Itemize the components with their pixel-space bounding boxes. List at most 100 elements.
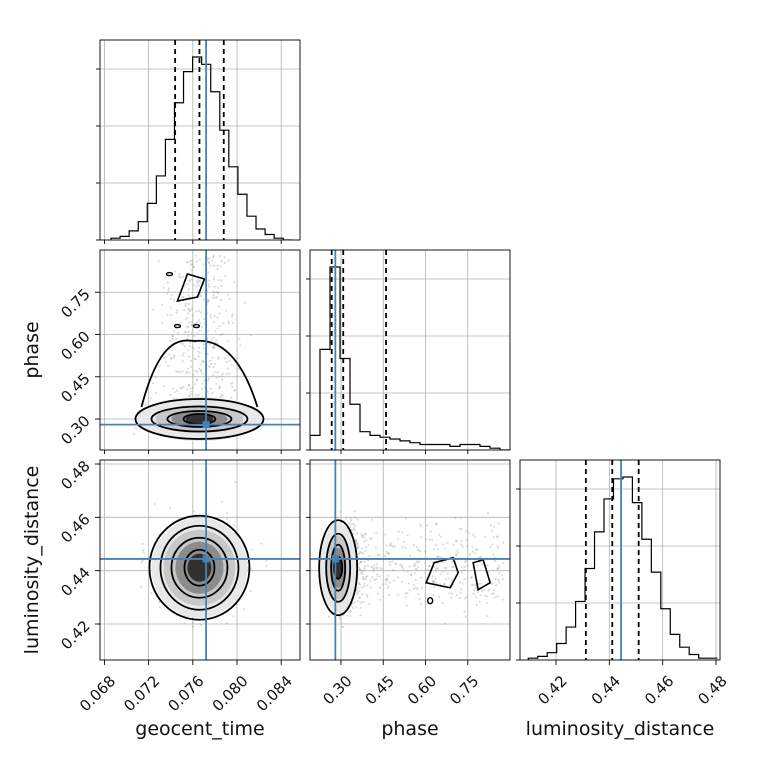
sample-point <box>455 593 458 597</box>
sample-point <box>198 258 202 261</box>
sample-point <box>480 582 483 586</box>
sample-point <box>419 525 422 528</box>
sample-point <box>365 539 368 542</box>
sample-point <box>223 261 226 264</box>
sample-point <box>158 601 161 604</box>
sample-point <box>172 298 176 301</box>
sample-point <box>144 403 147 406</box>
y-tick-label: 0.46 <box>57 510 93 546</box>
sample-point <box>465 530 468 533</box>
sample-point <box>226 367 229 370</box>
sample-point <box>490 592 494 596</box>
sample-point <box>459 516 462 520</box>
sample-point <box>213 362 216 366</box>
sample-point <box>265 559 268 563</box>
y-tick-label: 0.44 <box>57 564 93 600</box>
sample-point <box>208 365 211 368</box>
contour <box>176 273 206 303</box>
contour <box>472 558 492 591</box>
sample-point <box>486 614 489 618</box>
sample-point <box>498 581 501 585</box>
sample-point <box>425 537 428 541</box>
sample-point <box>203 283 206 286</box>
sample-point <box>211 356 214 359</box>
sample-point <box>218 387 221 390</box>
sample-point <box>217 371 220 374</box>
sample-point <box>168 507 171 510</box>
sample-point <box>158 364 162 367</box>
sample-point <box>132 432 136 435</box>
sample-point <box>180 387 184 390</box>
sample-point <box>225 360 228 364</box>
sample-point <box>486 511 490 515</box>
sample-point <box>147 556 150 559</box>
sample-point <box>220 378 224 382</box>
contour <box>330 543 347 592</box>
sample-point <box>216 287 220 290</box>
sample-point <box>213 285 216 288</box>
contour <box>192 323 201 329</box>
sample-point <box>483 535 486 538</box>
sample-point <box>414 564 417 568</box>
sample-point <box>187 394 190 397</box>
sample-point <box>184 330 187 334</box>
sample-point <box>467 531 470 534</box>
sample-point <box>206 300 209 303</box>
sample-point <box>495 536 498 539</box>
sample-point <box>228 359 231 362</box>
sample-point <box>229 382 233 385</box>
x-tick-label: 0.068 <box>76 672 119 715</box>
sample-point <box>201 360 204 363</box>
sample-point <box>389 544 392 547</box>
sample-point <box>434 577 437 580</box>
sample-point <box>363 561 366 564</box>
sample-point <box>375 532 378 535</box>
sample-point <box>187 312 190 315</box>
sample-point <box>476 564 479 567</box>
sample-point <box>400 580 404 583</box>
sample-point <box>187 334 190 337</box>
sample-point <box>212 256 215 259</box>
sample-point <box>412 543 415 547</box>
sample-point <box>173 354 176 357</box>
sample-point <box>393 545 396 548</box>
sample-point <box>212 320 216 324</box>
sample-point <box>444 566 448 570</box>
sample-point <box>461 545 464 548</box>
sample-point <box>475 603 478 607</box>
sample-point <box>415 568 419 571</box>
sample-point <box>154 376 157 379</box>
sample-point <box>406 591 409 594</box>
sample-point <box>209 316 212 319</box>
sample-point <box>215 376 218 379</box>
sample-point <box>350 519 353 522</box>
sample-point <box>381 583 384 586</box>
sample-point <box>459 581 462 584</box>
sample-point <box>443 547 446 550</box>
sample-point <box>188 309 191 313</box>
sample-point <box>472 589 475 592</box>
sample-point <box>501 578 505 581</box>
sample-point <box>250 334 253 337</box>
sample-point <box>362 577 365 581</box>
sample-point <box>404 596 407 599</box>
sample-point <box>202 361 205 364</box>
sample-point <box>386 586 389 589</box>
sample-point <box>406 534 409 537</box>
sample-point <box>493 596 496 599</box>
sample-point <box>356 600 359 603</box>
sample-point <box>354 516 357 519</box>
sample-point <box>221 332 224 336</box>
sample-point <box>434 522 438 526</box>
sample-point <box>187 302 190 305</box>
sample-point <box>474 586 477 589</box>
x-tick-label: 0.084 <box>253 672 296 715</box>
sample-point <box>199 322 202 325</box>
sample-point <box>364 532 367 535</box>
sample-point <box>212 290 215 293</box>
sample-point <box>182 296 185 299</box>
sample-point <box>417 593 420 596</box>
sample-point <box>181 343 184 346</box>
sample-point <box>191 621 195 624</box>
sample-point <box>349 517 353 520</box>
